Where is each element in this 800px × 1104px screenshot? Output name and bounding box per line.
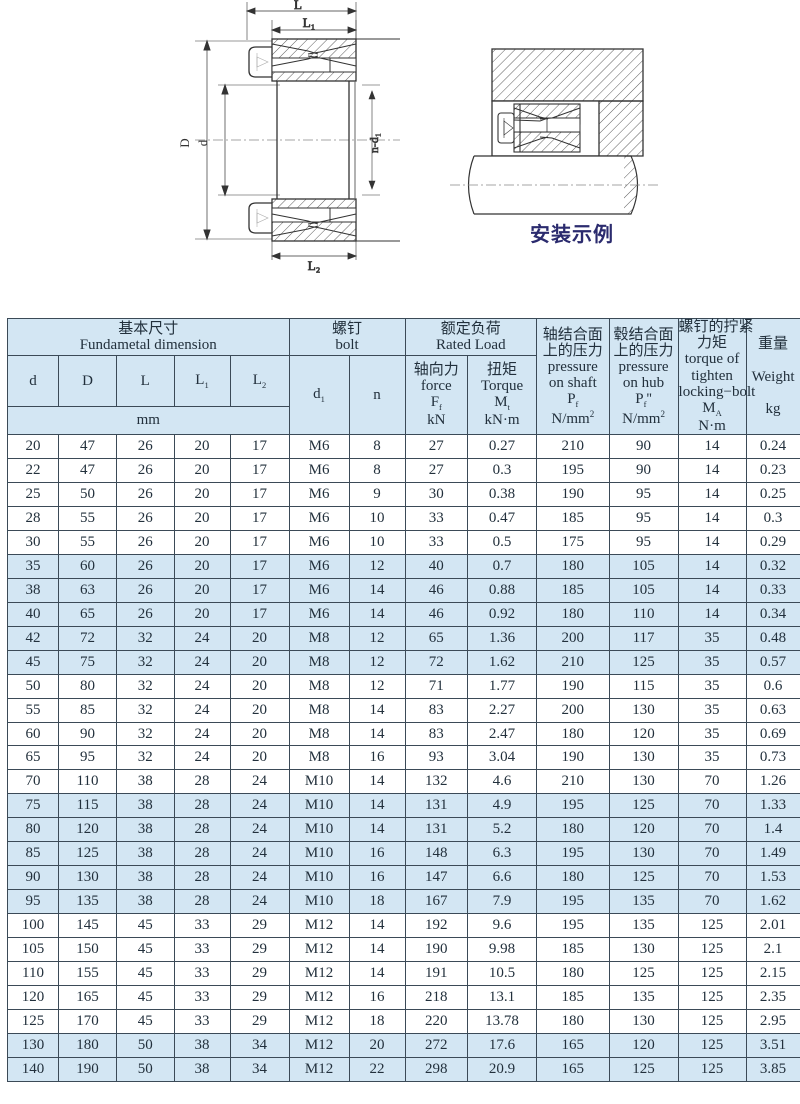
svg-text:D: D [177, 138, 192, 147]
svg-text:n-d₁: n-d₁ [367, 133, 381, 153]
svg-text:L₁: L₁ [303, 15, 315, 30]
svg-text:安装示例: 安装示例 [530, 222, 614, 246]
svg-text:d: d [195, 139, 210, 146]
svg-text:L₂: L₂ [308, 258, 320, 273]
svg-text:L: L [294, 0, 302, 12]
